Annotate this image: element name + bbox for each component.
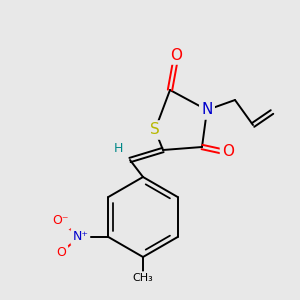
Text: CH₃: CH₃ [133,273,153,283]
Text: N⁺: N⁺ [72,230,88,244]
Text: O: O [56,247,66,260]
Text: H: H [113,142,123,154]
Text: O⁻: O⁻ [52,214,69,227]
Text: S: S [150,122,160,137]
Text: N: N [201,103,213,118]
Text: O: O [222,145,234,160]
Text: O: O [170,47,182,62]
